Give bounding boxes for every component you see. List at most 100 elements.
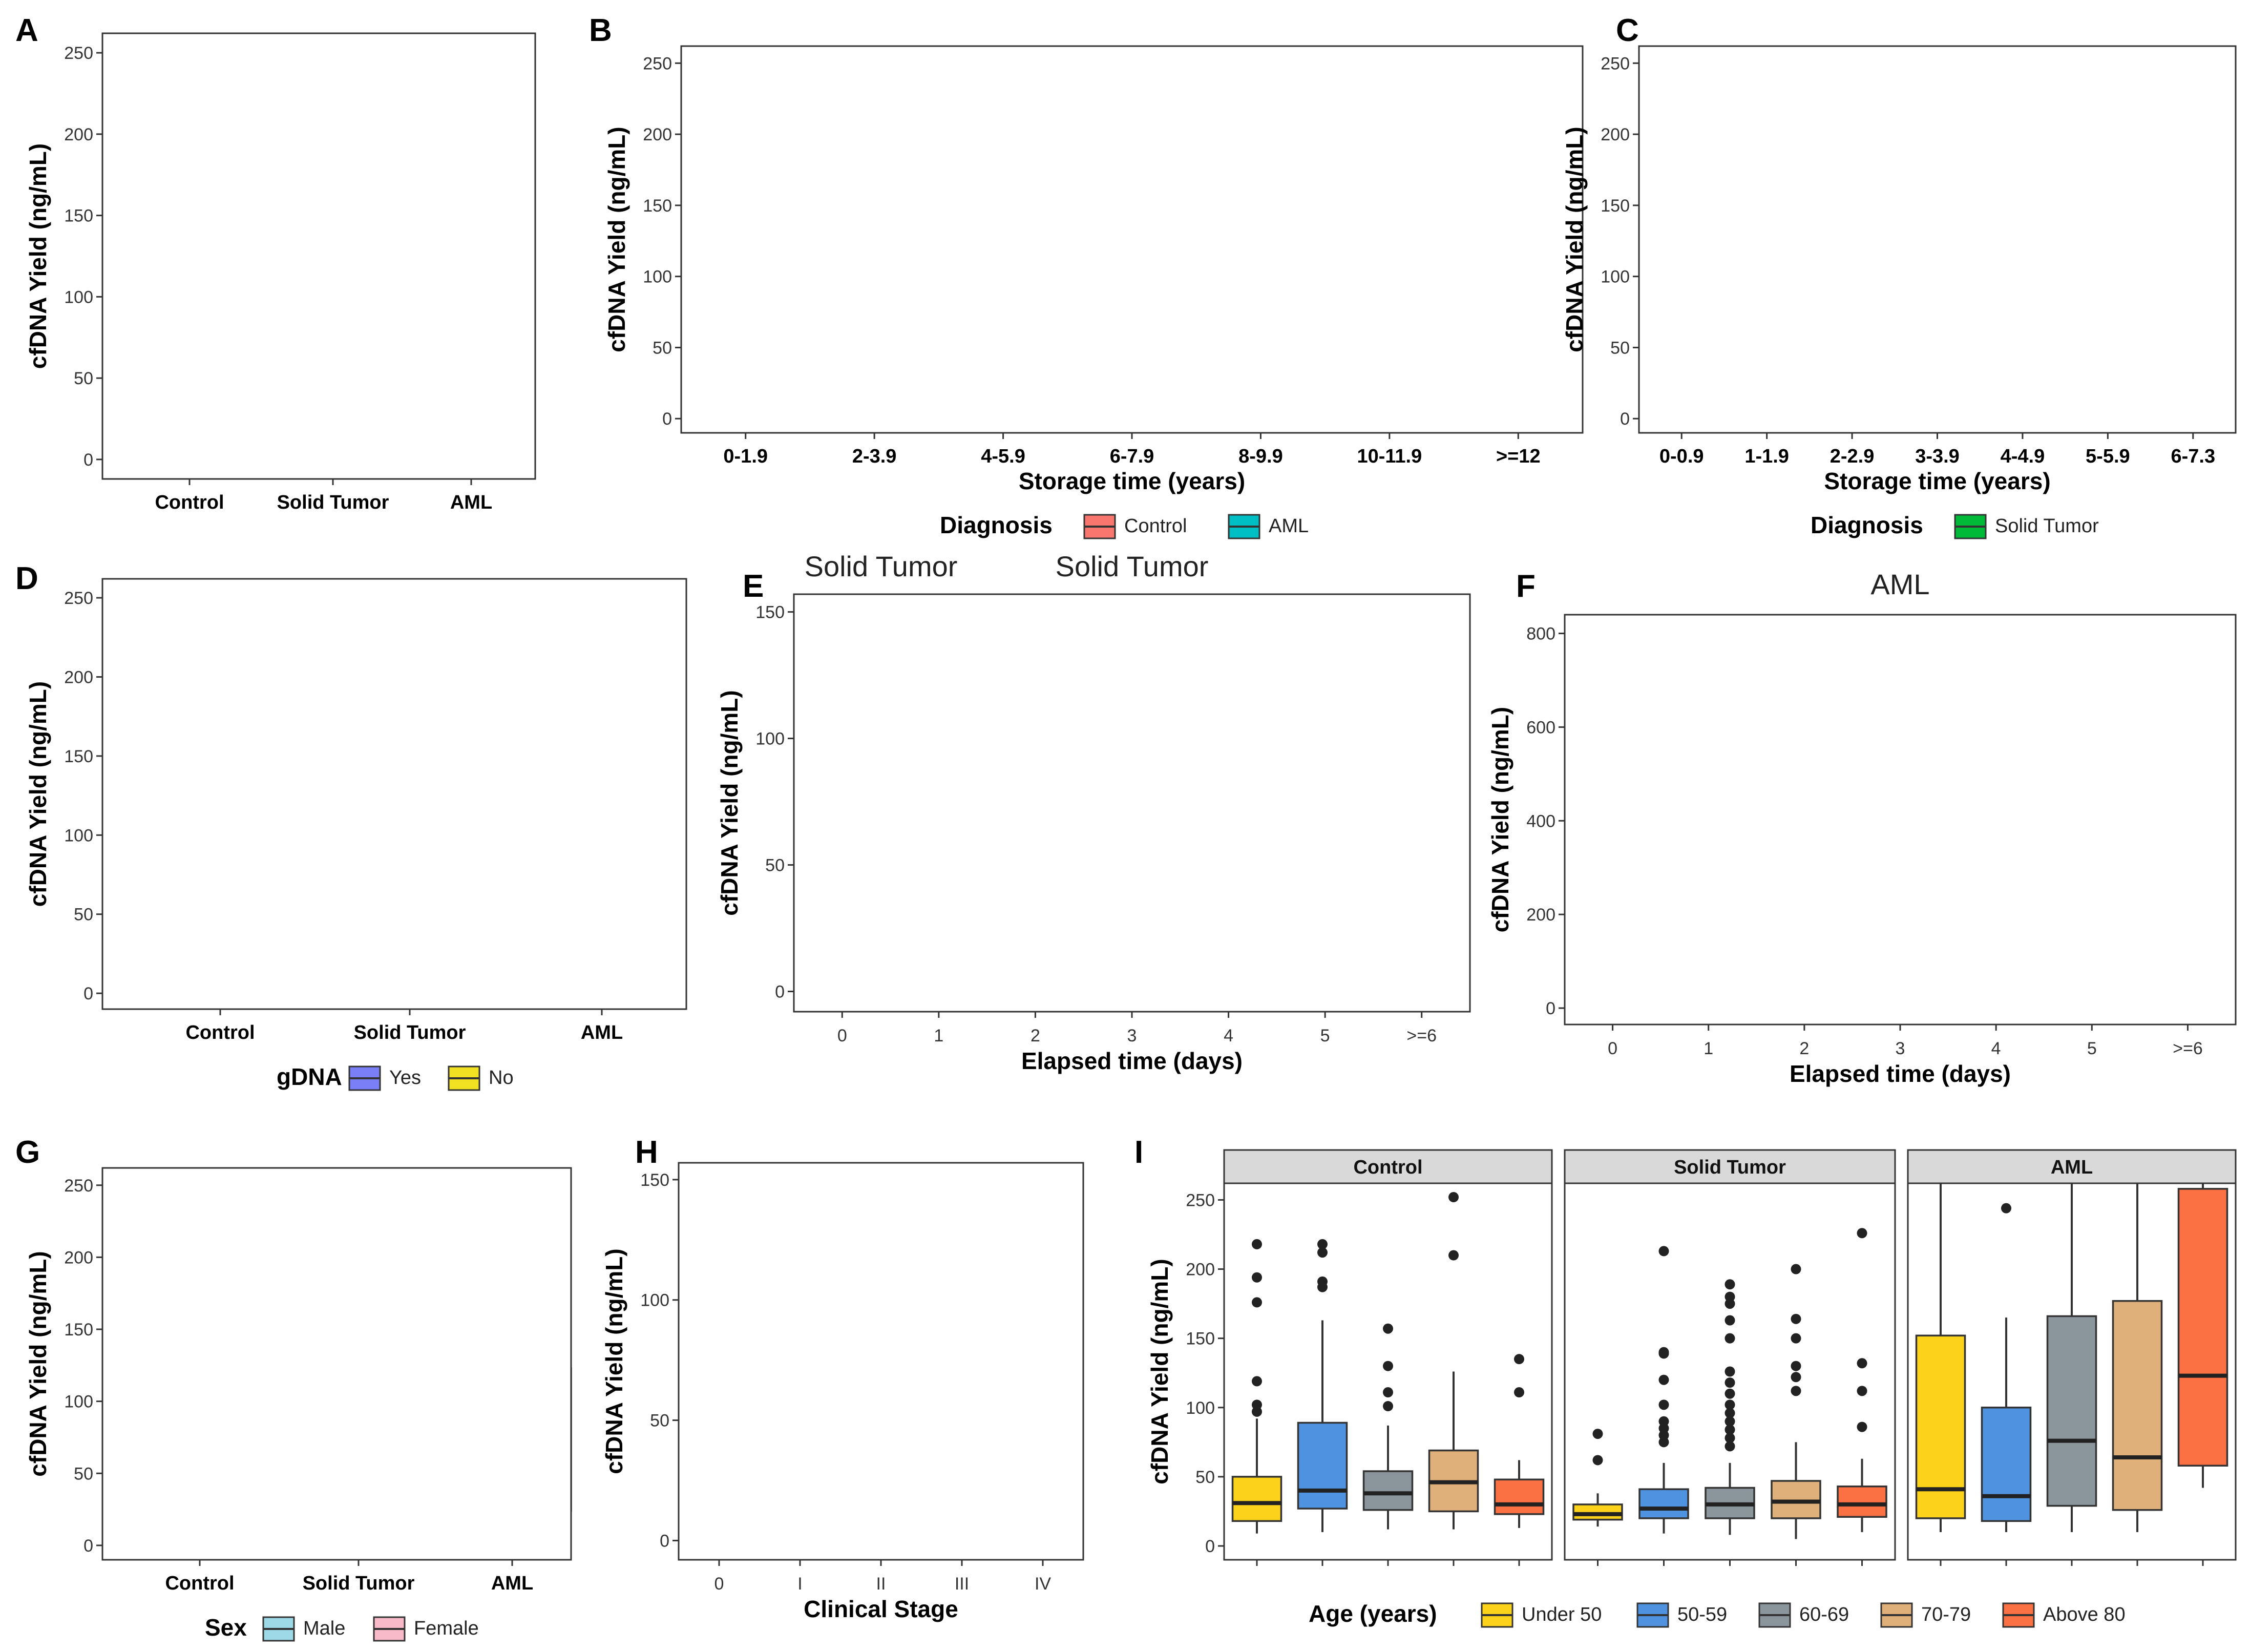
outlier-point [1725, 1366, 1735, 1377]
legend-title: Diagnosis [1811, 512, 1923, 538]
x-tick-label: 0-0.9 [1659, 446, 1704, 467]
x-tick-label: >=12 [1496, 446, 1541, 467]
box-Solid Tumor-Above 80 [1837, 1228, 1887, 1532]
y-tick-label: 150 [640, 1170, 669, 1190]
y-tick-label: 200 [64, 1248, 93, 1267]
panel-label-E: E [743, 569, 764, 604]
legend-title: Diagnosis [940, 512, 1053, 538]
outlier-point [1791, 1264, 1801, 1274]
box-iqr [1837, 1486, 1887, 1518]
outlier-point [1448, 1250, 1459, 1261]
facet-label: AML [2051, 1157, 2093, 1178]
outlier-point [1725, 1333, 1735, 1344]
y-tick-label: 400 [1526, 811, 1555, 831]
legend-label: 60-69 [1799, 1604, 1849, 1625]
x-tick-label: 4 [1224, 1026, 1233, 1045]
x-tick-label: Control [155, 492, 224, 513]
x-tick-label: IV [1035, 1574, 1051, 1594]
outlier-point [1857, 1421, 1867, 1432]
outlier-point [1725, 1388, 1735, 1399]
x-tick-label: 2 [1799, 1039, 1809, 1058]
box-AML-Above 80 [2177, 1183, 2228, 1488]
outlier-point [1791, 1361, 1801, 1371]
legend-label: No [489, 1067, 514, 1089]
x-tick-label: AML [450, 492, 492, 513]
legend: Diagnosis Solid Tumor [1811, 512, 2099, 539]
y-axis-label: cfDNA Yield (ng/mL) [601, 1248, 627, 1474]
outlier-point [1383, 1323, 1393, 1334]
y-tick-label: 250 [1601, 54, 1630, 73]
x-tick-label: 8-9.9 [1238, 446, 1283, 467]
box-Control-50-59 [1297, 1239, 1348, 1532]
panel-label-G: G [15, 1135, 40, 1170]
x-tick-label: 4 [1991, 1039, 2001, 1058]
plot-frame [101, 578, 687, 1010]
outlier-point [1725, 1441, 1735, 1452]
y-tick-label: 0 [83, 1536, 93, 1556]
box-iqr [1297, 1421, 1348, 1510]
y-tick-label: 150 [755, 603, 785, 622]
outlier-point [1791, 1372, 1801, 1383]
box-iqr [2177, 1188, 2228, 1467]
box-Control-Under 50 [1231, 1239, 1282, 1534]
y-axis-label: cfDNA Yield (ng/mL) [25, 1251, 51, 1476]
panel-label-D: D [15, 561, 38, 596]
outlier-point [1592, 1455, 1603, 1466]
legend-label: 50-59 [1677, 1604, 1727, 1625]
plot-frame [101, 32, 536, 480]
outlier-point [1252, 1272, 1262, 1283]
outlier-point [1791, 1313, 1801, 1324]
x-tick-label: 3-3.9 [1915, 446, 1960, 467]
box-iqr [2112, 1300, 2163, 1511]
plot-frame [680, 45, 1584, 434]
x-tick-label: AML [581, 1022, 623, 1043]
y-tick-label: 0 [83, 450, 93, 470]
y-tick-label: 0 [660, 1531, 669, 1551]
y-tick-label: 0 [662, 409, 672, 429]
y-tick-label: 0 [1205, 1537, 1215, 1556]
x-axis-label: Elapsed time (days) [1021, 1048, 1243, 1074]
box-AML-50-59 [1981, 1203, 2032, 1532]
x-tick-label: 2-2.9 [1830, 446, 1875, 467]
outlier-point [1857, 1386, 1867, 1396]
y-tick-label: 200 [1186, 1260, 1215, 1280]
outlier-point [1514, 1387, 1524, 1398]
y-axis-label: cfDNA Yield (ng/mL) [603, 127, 630, 352]
outlier-point [1448, 1192, 1459, 1203]
outlier-point [2001, 1203, 2011, 1214]
x-tick-label: 1 [934, 1026, 943, 1045]
facet-label: Solid Tumor [1674, 1157, 1786, 1178]
x-tick-label: III [955, 1574, 969, 1594]
outlier-point [1791, 1386, 1801, 1396]
outlier-point [1658, 1416, 1669, 1427]
outlier-point [1658, 1347, 1669, 1357]
x-tick-label: 4-4.9 [2001, 446, 2045, 467]
y-tick-label: 50 [650, 1411, 669, 1431]
box-AML-Under 50 [1915, 1183, 1966, 1532]
legend-label: Yes [389, 1067, 421, 1089]
facet-strip [1907, 1149, 2237, 1184]
x-tick-label: Solid Tumor [303, 1573, 415, 1594]
x-tick-label: 5-5.9 [2086, 446, 2130, 467]
y-tick-label: 0 [775, 982, 785, 1001]
outlier-point [1725, 1377, 1735, 1388]
plot-frame [678, 1162, 1084, 1561]
box-Control-60-69 [1362, 1323, 1414, 1530]
panel-label-A: A [15, 13, 38, 48]
x-tick-label: Solid Tumor [354, 1022, 466, 1043]
y-tick-label: 100 [1186, 1398, 1215, 1418]
outlier-point [1252, 1297, 1262, 1308]
x-tick-label: I [797, 1574, 802, 1594]
box-iqr [1362, 1470, 1414, 1511]
outlier-point [1725, 1433, 1735, 1444]
box-iqr [1231, 1476, 1282, 1522]
y-tick-label: 0 [83, 984, 93, 1003]
y-axis-label: cfDNA Yield (ng/mL) [1487, 707, 1513, 932]
facet-strip [1564, 1149, 1896, 1184]
x-axis-label: Storage time (years) [1019, 468, 1245, 494]
y-tick-label: 600 [1526, 718, 1555, 737]
x-tick-label: II [876, 1574, 886, 1594]
y-tick-label: 50 [74, 905, 93, 925]
outlier-point [1592, 1429, 1603, 1439]
x-tick-label: Control [185, 1022, 255, 1043]
